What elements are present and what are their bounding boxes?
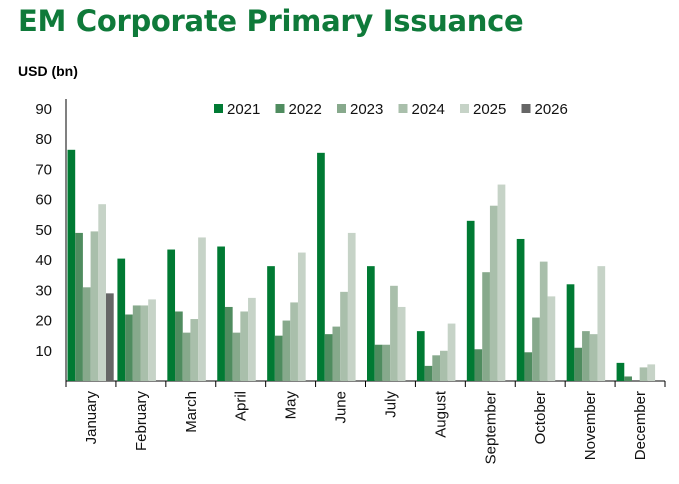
bar-2025-november — [597, 266, 606, 381]
legend-swatch-2023 — [337, 104, 346, 113]
legend-label-2021: 2021 — [227, 101, 260, 118]
bar-2025-may — [297, 252, 306, 381]
bar-2023-october — [532, 317, 540, 381]
bar-2024-may — [290, 302, 298, 381]
bar-2022-december — [624, 376, 632, 381]
bar-2025-march — [198, 237, 206, 381]
bar-2024-april — [240, 311, 249, 381]
bar-2024-november — [589, 334, 598, 381]
x-tick-label: January — [83, 391, 100, 445]
chart-title: EM Corporate Primary Issuance — [18, 4, 524, 38]
bar-2025-january — [98, 204, 106, 381]
bar-2021-june — [317, 152, 325, 381]
bar-2024-february — [140, 305, 149, 381]
bar-2023-june — [332, 326, 341, 381]
bar-2021-september — [466, 220, 475, 381]
bar-2021-december — [616, 362, 625, 381]
bar-2023-may — [282, 320, 291, 381]
x-tick-label: November — [582, 391, 599, 460]
bar-2022-august — [424, 365, 433, 381]
x-tick-label: April — [233, 391, 250, 421]
bar-2023-july — [382, 344, 391, 381]
bar-2021-january — [67, 149, 76, 381]
bar-2023-april — [232, 332, 241, 381]
bar-2026-january — [106, 293, 114, 381]
bar-2024-august — [440, 350, 448, 381]
legend-swatch-2026 — [521, 104, 531, 113]
x-tick-label: September — [482, 391, 499, 464]
bar-2025-february — [148, 299, 156, 381]
y-tick-label: 20 — [35, 313, 52, 330]
y-tick-label: 40 — [35, 252, 52, 269]
legend-label-2024: 2024 — [412, 101, 445, 118]
y-tick-label: 10 — [35, 343, 52, 360]
bar-2022-june — [324, 334, 333, 381]
bar-2024-september — [489, 205, 498, 381]
bar-2021-october — [516, 238, 525, 381]
y-axis-label: USD (bn) — [18, 63, 78, 79]
x-tick-label: May — [283, 391, 300, 420]
y-tick-label: 60 — [35, 192, 52, 209]
bar-2022-september — [474, 349, 483, 381]
bar-2025-october — [547, 296, 556, 381]
bar-2022-march — [175, 311, 183, 381]
bar-2023-february — [132, 305, 141, 381]
y-tick-label: 30 — [35, 282, 52, 299]
x-tick-label: July — [382, 391, 399, 418]
bar-2023-january — [82, 287, 91, 381]
legend-label-2025: 2025 — [473, 101, 506, 118]
bar-2023-november — [582, 331, 590, 381]
bar-2023-september — [482, 272, 490, 381]
bar-2022-january — [75, 232, 83, 381]
bar-2024-january — [90, 231, 99, 381]
y-tick-label: 50 — [35, 222, 52, 239]
bar-2024-october — [539, 261, 548, 381]
bar-2022-april — [224, 306, 233, 381]
bar-2025-september — [497, 184, 506, 381]
bar-2025-april — [248, 297, 256, 381]
legend-swatch-2024 — [398, 104, 408, 113]
bar-2025-december — [647, 364, 656, 381]
bar-2021-july — [367, 266, 375, 381]
legend-label-2023: 2023 — [350, 101, 383, 118]
x-tick-label: December — [632, 391, 649, 460]
legend-swatch-2021 — [214, 104, 223, 113]
bar-2021-may — [267, 266, 275, 381]
bar-2022-february — [125, 314, 133, 381]
bar-2022-october — [524, 352, 533, 381]
y-tick-label: 80 — [35, 131, 52, 148]
bar-2022-may — [274, 335, 283, 381]
legend-label-2026: 2026 — [535, 101, 568, 118]
x-tick-label: August — [432, 390, 449, 438]
legend-swatch-2025 — [460, 104, 469, 113]
x-tick-label: February — [133, 391, 150, 452]
y-tick-label: 90 — [35, 101, 52, 118]
x-tick-label: October — [532, 391, 549, 444]
legend-swatch-2022 — [275, 104, 285, 113]
bar-2025-july — [397, 306, 406, 381]
legend-label-2022: 2022 — [289, 101, 322, 118]
bar-2024-june — [340, 291, 348, 381]
bar-2024-march — [190, 319, 199, 381]
bar-2021-february — [117, 258, 126, 381]
bar-2021-november — [566, 284, 575, 381]
bar-2021-august — [416, 331, 425, 381]
bar-2025-june — [347, 232, 356, 381]
x-tick-label: June — [333, 391, 350, 424]
bar-2024-december — [639, 367, 648, 381]
bar-2023-march — [182, 332, 191, 381]
bar-2023-august — [432, 355, 441, 381]
bar-2022-november — [574, 347, 583, 381]
x-tick-label: March — [183, 391, 200, 433]
bar-2021-april — [217, 246, 225, 381]
bar-2024-july — [390, 285, 398, 381]
bar-2025-august — [447, 323, 456, 381]
bar-2021-march — [167, 249, 176, 381]
y-tick-label: 70 — [35, 161, 52, 178]
bar-2022-july — [374, 344, 383, 381]
